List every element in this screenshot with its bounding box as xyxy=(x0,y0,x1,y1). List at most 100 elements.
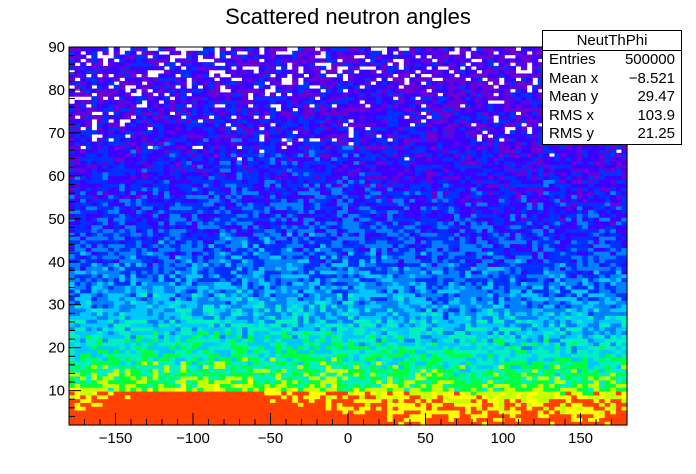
heatmap-cell xyxy=(375,273,383,279)
heatmap-cell xyxy=(437,387,444,392)
heatmap-cell xyxy=(264,421,271,426)
heatmap-cell xyxy=(454,364,461,369)
heatmap-cell xyxy=(325,281,332,286)
heatmap-cell xyxy=(520,402,528,407)
heatmap-cell xyxy=(571,311,578,316)
heatmap-cell xyxy=(375,334,383,339)
heatmap-cell xyxy=(621,364,628,369)
heatmap-cell xyxy=(264,417,271,422)
heatmap-cell xyxy=(554,334,561,339)
heatmap-cell xyxy=(236,413,243,419)
heatmap-cell xyxy=(604,285,611,290)
heatmap-cell xyxy=(576,409,583,415)
heatmap-cell xyxy=(297,292,304,298)
heatmap-cell xyxy=(308,387,316,392)
heatmap-cell xyxy=(610,277,617,282)
heatmap-cell xyxy=(526,319,533,324)
heatmap-cell xyxy=(175,390,182,396)
heatmap-cell xyxy=(576,254,583,260)
heatmap-cell xyxy=(325,341,332,347)
heatmap-cell xyxy=(253,273,260,279)
heatmap-cell xyxy=(286,254,293,260)
heatmap-cell xyxy=(610,326,617,332)
heatmap-cell xyxy=(571,258,578,264)
heatmap-cell xyxy=(236,409,243,415)
heatmap-cell xyxy=(392,326,399,332)
heatmap-cell xyxy=(481,300,489,305)
heatmap-cell xyxy=(398,300,405,305)
heatmap-cell xyxy=(230,288,237,294)
heatmap-cell xyxy=(442,394,450,400)
heatmap-cell xyxy=(381,270,388,275)
heatmap-cell xyxy=(375,311,383,316)
heatmap-cell xyxy=(80,258,87,264)
heatmap-cell xyxy=(604,421,611,426)
heatmap-cell xyxy=(615,379,623,385)
heatmap-cell xyxy=(119,239,126,245)
heatmap-cell xyxy=(587,307,595,313)
heatmap-cell xyxy=(108,236,115,241)
heatmap-cell xyxy=(459,243,466,248)
heatmap-cell xyxy=(359,273,366,279)
heatmap-cell xyxy=(364,326,371,332)
heatmap-cell xyxy=(269,387,277,392)
heatmap-cell xyxy=(498,288,505,294)
heatmap-cell xyxy=(414,307,422,313)
heatmap-cell xyxy=(465,236,472,241)
heatmap-cell xyxy=(593,356,600,362)
heatmap-cell xyxy=(398,353,405,358)
heatmap-cell xyxy=(320,398,327,403)
heatmap-cell xyxy=(565,330,572,335)
heatmap-cell xyxy=(147,243,154,248)
heatmap-cell xyxy=(225,262,232,267)
heatmap-cell xyxy=(504,383,511,388)
heatmap-cell xyxy=(504,281,511,286)
heatmap-cell xyxy=(375,372,383,377)
heatmap-cell xyxy=(493,375,500,381)
heatmap-cell xyxy=(96,304,104,309)
heatmap-cell xyxy=(130,341,137,347)
heatmap-cell xyxy=(481,394,489,400)
heatmap-cell xyxy=(621,402,628,407)
heatmap-cell xyxy=(202,387,210,392)
heatmap-cell xyxy=(314,270,321,275)
heatmap-cell xyxy=(387,270,394,275)
heatmap-cell xyxy=(253,300,260,305)
heatmap-cell xyxy=(548,300,556,305)
heatmap-cell xyxy=(515,406,522,411)
heatmap-cell xyxy=(69,304,76,309)
heatmap-cell xyxy=(621,406,628,411)
heatmap-cell xyxy=(587,270,595,275)
heatmap-cell xyxy=(582,334,589,339)
heatmap-cell xyxy=(392,258,399,264)
heatmap-cell xyxy=(414,379,422,385)
heatmap-cell xyxy=(236,296,243,301)
heatmap-cell xyxy=(532,258,539,264)
heatmap-cell xyxy=(392,319,399,324)
heatmap-cell xyxy=(610,406,617,411)
heatmap-cell xyxy=(582,330,589,335)
heatmap-cell xyxy=(130,383,137,388)
heatmap-cell xyxy=(219,398,226,403)
heatmap-cell xyxy=(392,379,399,385)
heatmap-cell xyxy=(308,364,316,369)
heatmap-cell xyxy=(481,311,489,316)
heatmap-cell xyxy=(175,258,182,264)
heatmap-cell xyxy=(253,258,260,264)
heatmap-cell xyxy=(91,421,98,426)
heatmap-cell xyxy=(437,360,444,366)
heatmap-cell xyxy=(515,239,522,245)
heatmap-cell xyxy=(163,349,171,354)
heatmap-cell xyxy=(102,285,109,290)
heatmap-cell xyxy=(119,394,126,400)
heatmap-cell xyxy=(532,239,539,245)
heatmap-cell xyxy=(163,421,171,426)
heatmap-cell xyxy=(320,266,327,271)
heatmap-cell xyxy=(158,356,165,362)
heatmap-cell xyxy=(286,421,293,426)
heatmap-cell xyxy=(186,270,193,275)
heatmap-cell xyxy=(163,383,171,388)
heatmap-cell xyxy=(253,421,260,426)
heatmap-cell xyxy=(459,345,466,350)
heatmap-cell xyxy=(130,304,137,309)
